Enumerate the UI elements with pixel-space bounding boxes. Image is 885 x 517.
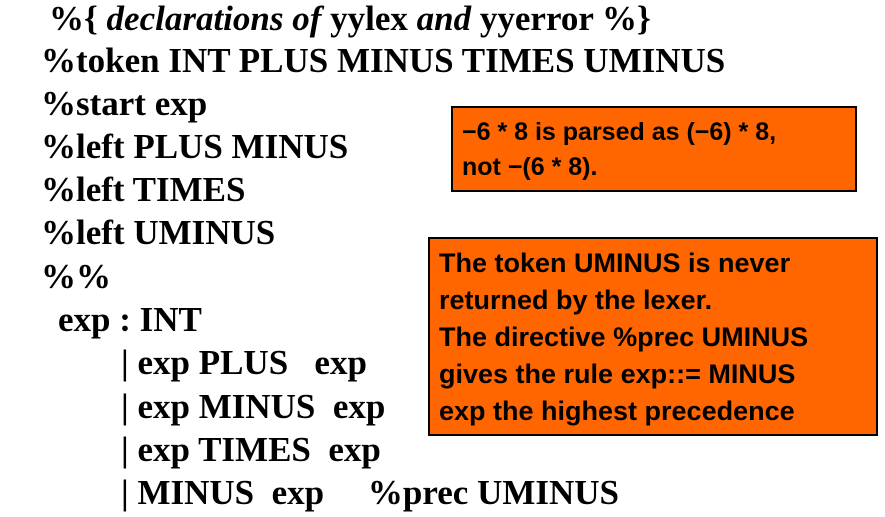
uminus-note-line-1: The token UMINUS is never: [439, 248, 791, 278]
header-close: %}: [593, 0, 651, 38]
uminus-note-line-4: gives the rule exp::= MINUS: [439, 359, 796, 389]
uminus-note-line-3: The directive %prec UMINUS: [439, 322, 809, 352]
uminus-note-box: The token UMINUS is never returned by th…: [428, 237, 878, 436]
declarations-header: %{ declarations of yylex and yyerror %}: [49, 0, 651, 39]
header-space-3: [471, 0, 480, 38]
left-declaration-times: %left TIMES: [41, 170, 246, 209]
header-word-and: and: [416, 0, 472, 38]
parsing-note-line-2: not −(6 * 8).: [462, 153, 598, 181]
header-space-2: [408, 0, 417, 38]
header-word-yylex: yylex: [330, 0, 408, 38]
uminus-note-line-5: exp the highest precedence: [439, 396, 795, 426]
uminus-note-line-2: returned by the lexer.: [439, 285, 713, 315]
left-declaration-plus-minus: %left PLUS MINUS: [41, 127, 349, 166]
rule-alternative-unary-minus: | MINUS exp %prec UMINUS: [121, 473, 620, 512]
start-declaration: %start exp: [41, 84, 208, 123]
rule-alternative-plus: | exp PLUS exp: [121, 343, 367, 382]
left-declaration-uminus: %left UMINUS: [41, 213, 276, 252]
header-word-yyerror: yyerror: [479, 0, 594, 38]
header-word-declarations: declarations of: [106, 0, 322, 38]
parsing-note-line-1: −6 * 8 is parsed as (−6) * 8,: [462, 118, 777, 146]
header-open: %{: [49, 0, 107, 38]
rule-head: exp : INT: [58, 300, 202, 339]
header-space-1: [321, 0, 330, 38]
rule-alternative-times: | exp TIMES exp: [121, 430, 381, 469]
section-separator: %%: [41, 257, 111, 296]
parsing-note-box: −6 * 8 is parsed as (−6) * 8, not −(6 * …: [451, 106, 857, 192]
token-declaration: %token INT PLUS MINUS TIMES UMINUS: [41, 41, 726, 80]
rule-alternative-minus: | exp MINUS exp: [121, 387, 386, 426]
